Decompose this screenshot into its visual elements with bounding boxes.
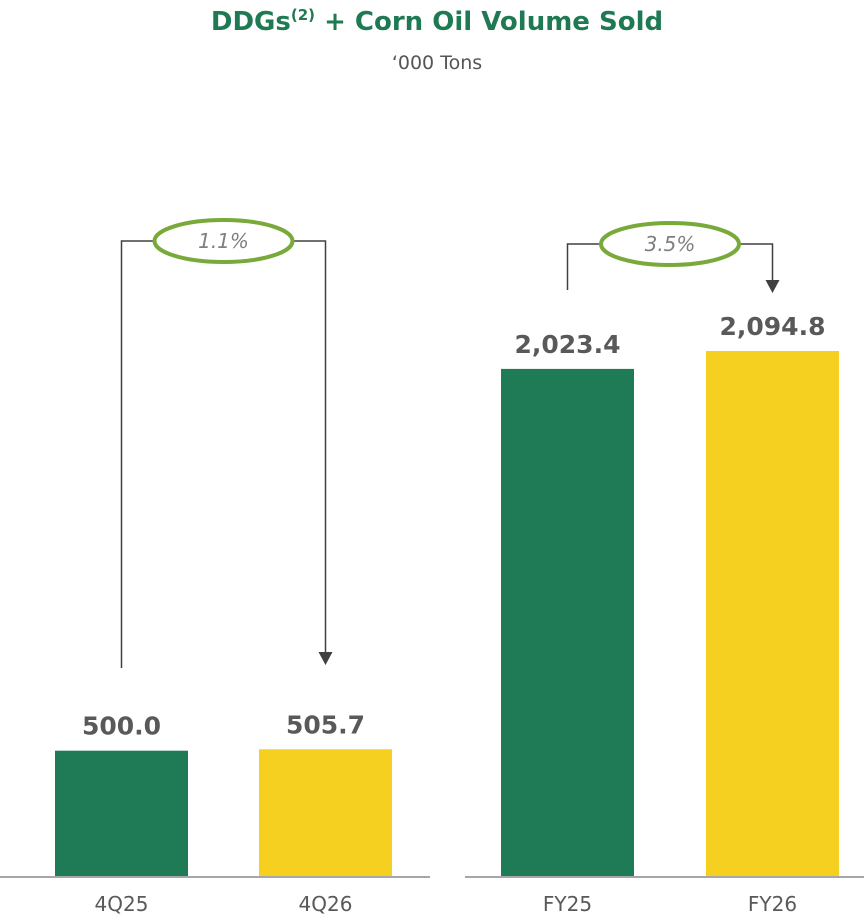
category-label-FY25: FY25 bbox=[543, 892, 592, 916]
growth-bubble bbox=[599, 221, 741, 267]
value-label-4Q25: 500.0 bbox=[82, 712, 161, 741]
category-label-4Q26: 4Q26 bbox=[299, 892, 353, 916]
growth-bubble bbox=[152, 218, 295, 264]
chart-title: DDGs(2) + Corn Oil Volume Sold bbox=[210, 6, 664, 37]
value-label-FY25: 2,023.4 bbox=[515, 330, 621, 359]
bar-FY26 bbox=[706, 351, 839, 876]
chart-subtitle: ‘000 Tons bbox=[391, 52, 483, 74]
growth-connector bbox=[120, 240, 327, 668]
bar-FY25 bbox=[501, 368, 634, 876]
category-label-FY26: FY26 bbox=[748, 892, 797, 916]
value-label-4Q26: 505.7 bbox=[286, 710, 365, 739]
arrow-head-icon bbox=[765, 280, 780, 293]
value-label-FY26: 2,094.8 bbox=[720, 312, 826, 341]
arrow-head-icon bbox=[318, 652, 333, 665]
bar-4Q25 bbox=[55, 750, 188, 876]
growth-label: 1.1% bbox=[198, 229, 249, 253]
bar-4Q26 bbox=[259, 749, 392, 876]
category-label-4Q25: 4Q25 bbox=[95, 892, 149, 916]
growth-label: 3.5% bbox=[645, 232, 696, 256]
